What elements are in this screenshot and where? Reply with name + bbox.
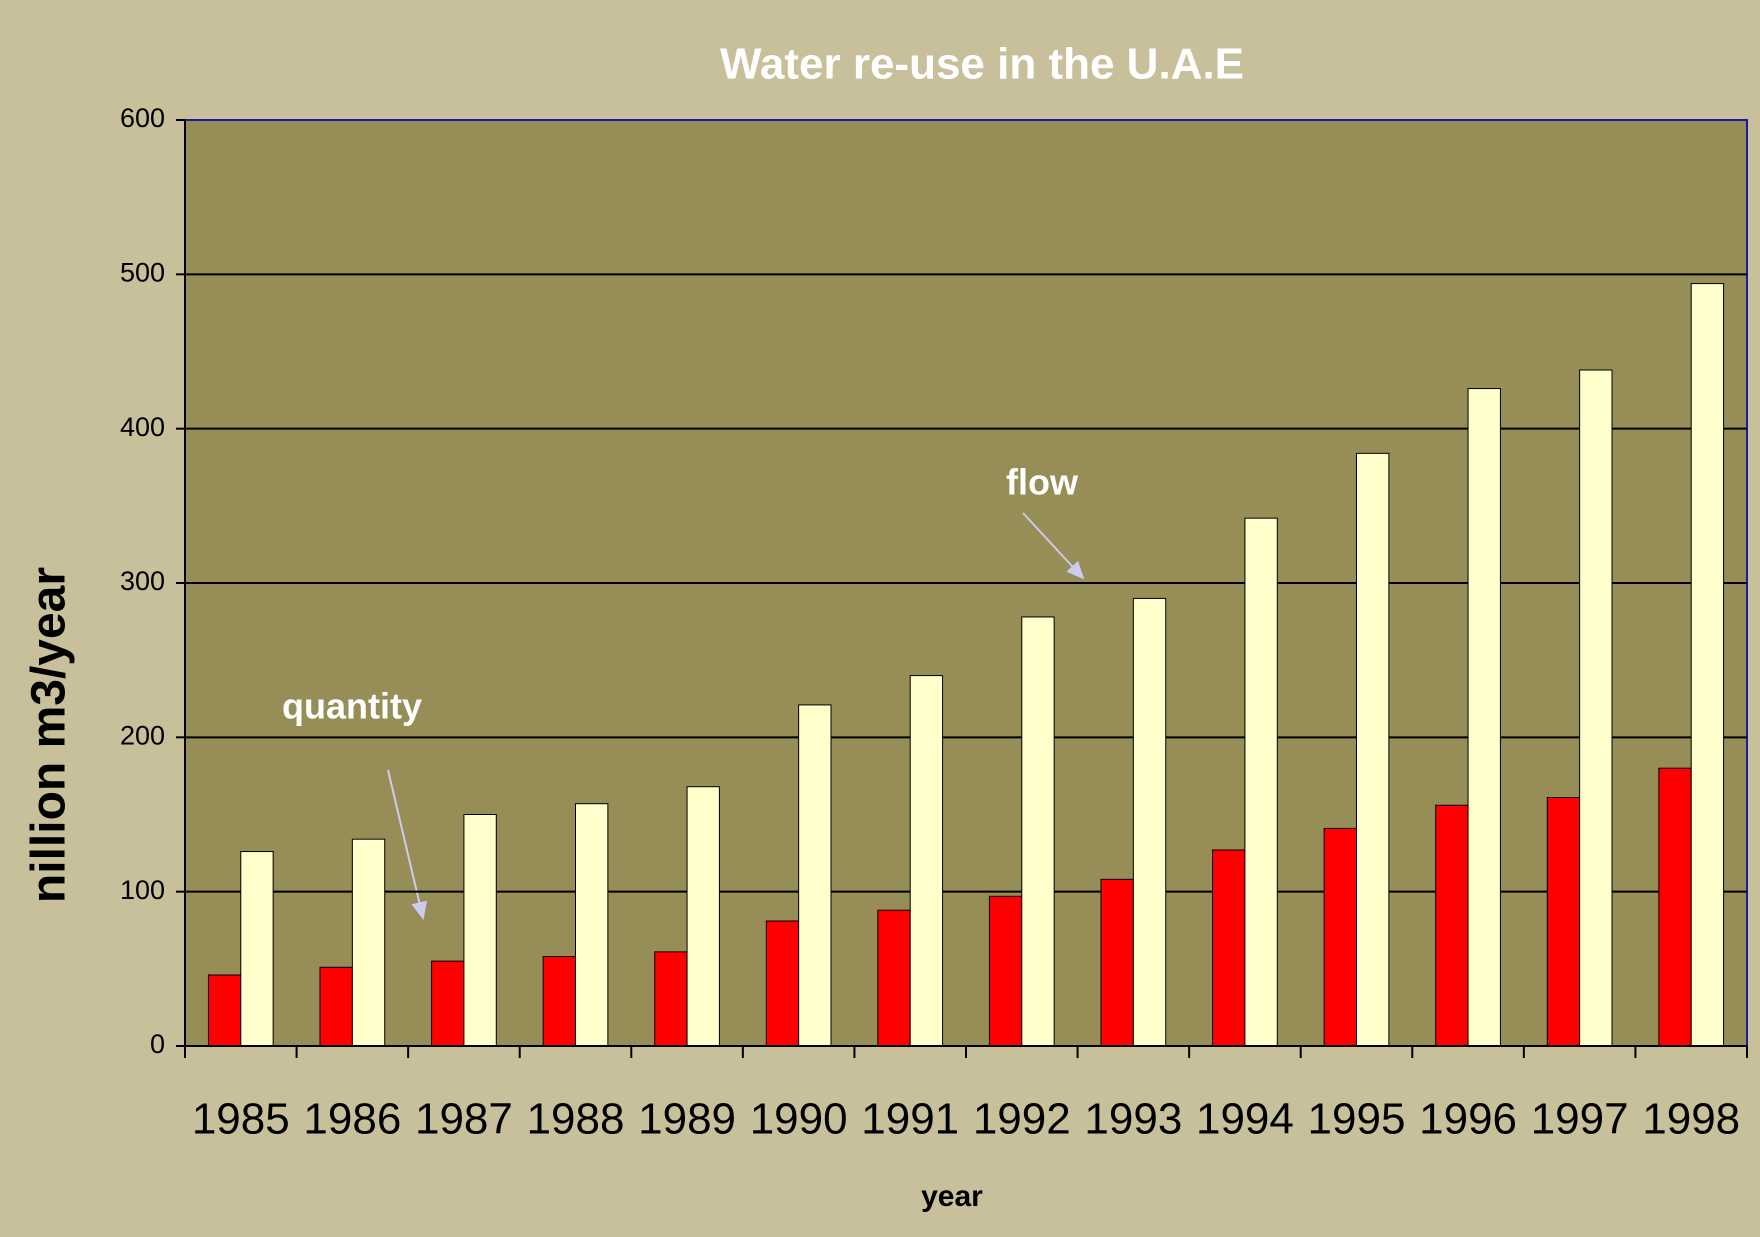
bar bbox=[351, 838, 386, 1047]
y-tick-label: 0 bbox=[150, 1029, 165, 1059]
x-tick-label: 1994 bbox=[1196, 1095, 1294, 1144]
x-tick-label: 1985 bbox=[192, 1095, 290, 1144]
bar bbox=[542, 955, 576, 1047]
y-tick-label: 500 bbox=[120, 257, 165, 287]
bar bbox=[877, 909, 911, 1047]
arrow bbox=[1022, 512, 1085, 580]
bar bbox=[1323, 827, 1357, 1047]
bar bbox=[431, 960, 465, 1047]
bar bbox=[765, 920, 800, 1047]
bar bbox=[1356, 452, 1390, 1047]
bar bbox=[798, 704, 832, 1047]
x-tick-label: 1986 bbox=[303, 1095, 401, 1144]
x-tick-label: 1987 bbox=[415, 1095, 513, 1144]
chart-title: Water re-use in the U.A.E bbox=[720, 40, 1244, 89]
bar bbox=[319, 966, 353, 1047]
bar bbox=[1435, 804, 1469, 1047]
bar bbox=[463, 814, 497, 1047]
annotation: flow bbox=[1006, 462, 1079, 503]
x-tick-label: 1991 bbox=[861, 1095, 959, 1144]
y-tick-label: 400 bbox=[120, 412, 165, 442]
annotation: quantity bbox=[282, 686, 422, 727]
x-tick-label: 1997 bbox=[1531, 1095, 1629, 1144]
bar bbox=[240, 851, 274, 1047]
bar bbox=[988, 895, 1023, 1047]
x-tick-label: 1995 bbox=[1308, 1095, 1406, 1144]
bar bbox=[1100, 878, 1134, 1047]
y-tick-label: 300 bbox=[120, 566, 165, 596]
bar bbox=[654, 951, 688, 1047]
x-axis-label: year bbox=[921, 1180, 983, 1213]
bar bbox=[1658, 767, 1692, 1047]
x-tick-label: 1993 bbox=[1084, 1095, 1182, 1144]
bar bbox=[575, 803, 609, 1047]
x-tick-label: 1988 bbox=[527, 1095, 625, 1144]
bar bbox=[686, 786, 720, 1047]
x-tick-label: 1989 bbox=[638, 1095, 736, 1144]
bar bbox=[1546, 797, 1581, 1047]
bar bbox=[1132, 597, 1167, 1047]
bar bbox=[1690, 283, 1725, 1047]
y-tick-label: 100 bbox=[120, 875, 165, 905]
arrow bbox=[387, 769, 428, 920]
y-axis-label: nillion m3/year bbox=[23, 567, 76, 903]
y-tick-label: 200 bbox=[120, 720, 165, 750]
bar bbox=[1579, 369, 1613, 1047]
x-tick-label: 1996 bbox=[1419, 1095, 1517, 1144]
bar bbox=[1212, 849, 1246, 1047]
bar bbox=[207, 974, 242, 1047]
bar bbox=[1244, 517, 1278, 1047]
y-tick-label: 600 bbox=[120, 103, 165, 133]
bar bbox=[1021, 616, 1055, 1047]
bar bbox=[909, 675, 944, 1047]
x-tick-label: 1992 bbox=[973, 1095, 1071, 1144]
x-tick-label: 1990 bbox=[750, 1095, 848, 1144]
bar bbox=[1467, 388, 1501, 1047]
x-tick-label: 1998 bbox=[1642, 1095, 1740, 1144]
